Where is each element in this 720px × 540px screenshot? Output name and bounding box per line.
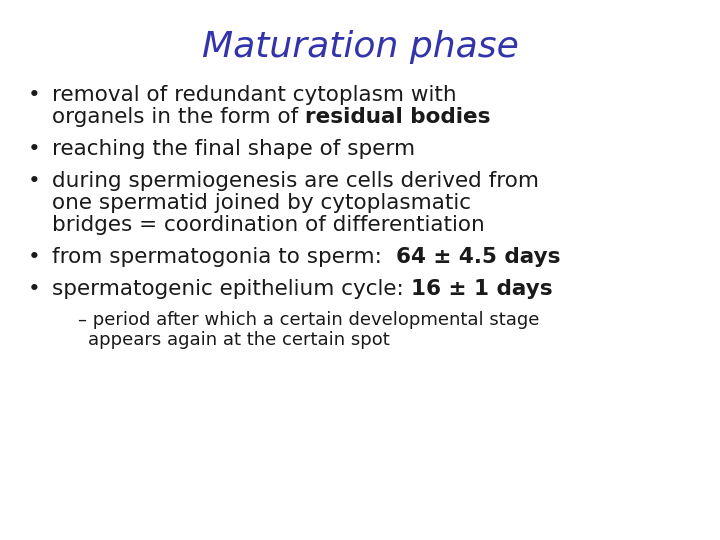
Text: Maturation phase: Maturation phase [202,30,518,64]
Text: one spermatid joined by cytoplasmatic: one spermatid joined by cytoplasmatic [52,193,471,213]
Text: •: • [28,171,41,191]
Text: – period after which a certain developmental stage: – period after which a certain developme… [78,311,539,329]
Text: •: • [28,139,41,159]
Text: removal of redundant cytoplasm with: removal of redundant cytoplasm with [52,85,456,105]
Text: •: • [28,247,41,267]
Text: •: • [28,85,41,105]
Text: 16 ± 1 days: 16 ± 1 days [410,279,552,299]
Text: •: • [28,279,41,299]
Text: from spermatogonia to sperm:: from spermatogonia to sperm: [52,247,395,267]
Text: organels in the form of: organels in the form of [52,107,305,127]
Text: spermatogenic epithelium cycle:: spermatogenic epithelium cycle: [52,279,410,299]
Text: bridges = coordination of differentiation: bridges = coordination of differentiatio… [52,215,485,235]
Text: during spermiogenesis are cells derived from: during spermiogenesis are cells derived … [52,171,539,191]
Text: residual bodies: residual bodies [305,107,490,127]
Text: appears again at the certain spot: appears again at the certain spot [88,331,390,349]
Text: reaching the final shape of sperm: reaching the final shape of sperm [52,139,415,159]
Text: 64 ± 4.5 days: 64 ± 4.5 days [395,247,560,267]
